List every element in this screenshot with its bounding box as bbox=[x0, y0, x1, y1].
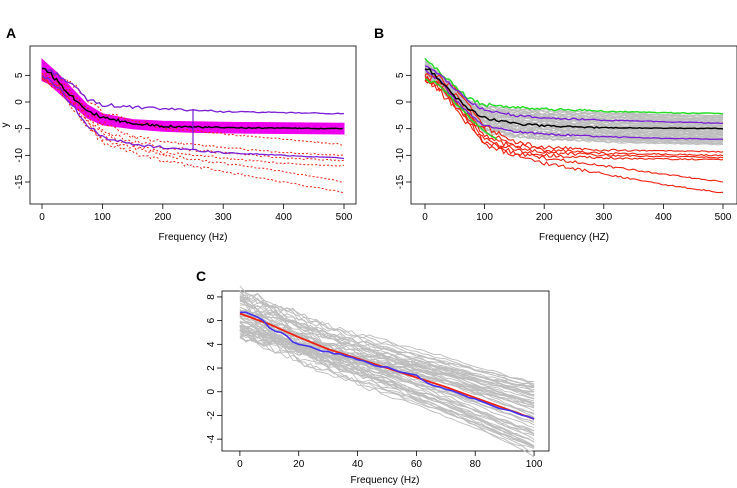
x-tick-label: 40 bbox=[352, 459, 364, 470]
gray-curve bbox=[239, 296, 535, 400]
y-tick-label: 8 bbox=[206, 294, 217, 300]
x-tick-label: 400 bbox=[655, 212, 672, 223]
green-envelope bbox=[424, 57, 724, 115]
y-tick-label: 2 bbox=[206, 365, 217, 371]
y-tick-label: 5 bbox=[395, 72, 406, 78]
gray-curve bbox=[239, 308, 535, 428]
gray-curve bbox=[239, 329, 535, 453]
y-tick-label: 4 bbox=[206, 341, 217, 347]
y-tick-label: -10 bbox=[395, 148, 406, 163]
median-curve bbox=[424, 68, 724, 130]
outlier-curve bbox=[41, 75, 345, 157]
outlier-curve bbox=[41, 76, 345, 194]
panel-a-axes: 0 100 200 300 400 500 5 0 -5 -10 -15 bbox=[14, 72, 353, 223]
panel-c-marks bbox=[239, 285, 535, 458]
gray-curve bbox=[239, 324, 535, 437]
panel-label-b: B bbox=[374, 25, 384, 41]
y-tick-label: 0 bbox=[395, 99, 406, 105]
panel-b-xlabel: Frequency (HZ) bbox=[539, 232, 609, 243]
smooth-fit-curve bbox=[239, 312, 535, 420]
gray-curve bbox=[239, 333, 535, 448]
x-tick-label: 0 bbox=[237, 459, 243, 470]
gray-curve bbox=[424, 69, 724, 137]
gray-curve bbox=[239, 311, 535, 448]
x-tick-label: 0 bbox=[39, 212, 45, 223]
outlier-curve bbox=[424, 72, 724, 153]
panel-a-ylabel: y bbox=[0, 123, 11, 128]
y-tick-label: 0 bbox=[206, 389, 217, 395]
observed-curve bbox=[239, 311, 535, 420]
outlier-curve bbox=[424, 75, 724, 157]
panel-c-frame bbox=[221, 290, 550, 452]
y-tick-label: 5 bbox=[14, 72, 25, 78]
x-tick-label: 60 bbox=[411, 459, 423, 470]
x-tick-label: 0 bbox=[422, 212, 428, 223]
gray-curve bbox=[239, 290, 535, 388]
outlier-curve bbox=[424, 76, 724, 159]
x-tick-label: 20 bbox=[293, 459, 305, 470]
y-tick-label: -5 bbox=[14, 124, 25, 133]
panel-a-marks bbox=[41, 58, 345, 194]
gray-curve bbox=[239, 300, 535, 440]
gray-curve bbox=[239, 297, 535, 412]
panel-b-frame bbox=[410, 45, 737, 205]
gray-curve bbox=[239, 334, 535, 447]
gray-curve bbox=[424, 71, 724, 140]
fence-curve bbox=[424, 68, 724, 141]
x-tick-label: 200 bbox=[536, 212, 553, 223]
fence-curve bbox=[424, 65, 724, 125]
outlier-curve bbox=[41, 78, 345, 183]
y-tick-label: -15 bbox=[395, 174, 406, 189]
y-tick-label: -4 bbox=[206, 434, 217, 443]
x-tick-label: 500 bbox=[336, 212, 353, 223]
y-tick-label: -2 bbox=[206, 411, 217, 420]
panel-b-marks bbox=[424, 57, 724, 194]
y-tick-label: -5 bbox=[395, 124, 406, 133]
panel-c-xlabel: Frequency (Hz) bbox=[351, 475, 420, 486]
panel-a-frame bbox=[29, 45, 357, 205]
outlier-curve bbox=[424, 75, 724, 161]
x-tick-label: 100 bbox=[526, 459, 543, 470]
panel-label-a: A bbox=[6, 25, 16, 41]
gray-curve bbox=[239, 293, 535, 385]
y-tick-label: 0 bbox=[14, 99, 25, 105]
outlier-curve bbox=[424, 79, 724, 194]
x-tick-label: 500 bbox=[715, 212, 732, 223]
panel-a-xlabel: Frequency (Hz) bbox=[159, 232, 228, 243]
outlier-curve bbox=[41, 72, 345, 146]
x-tick-label: 80 bbox=[470, 459, 482, 470]
x-tick-label: 400 bbox=[275, 212, 292, 223]
outlier-curve bbox=[41, 74, 344, 167]
gray-curve bbox=[239, 327, 535, 432]
panel-b-plot: 0 100 200 300 400 500 5 0 -5 -10 -15 Frequency (HZ… bbox=[395, 45, 737, 243]
x-tick-label: 300 bbox=[595, 212, 612, 223]
green-envelope bbox=[424, 78, 497, 140]
x-tick-label: 300 bbox=[215, 212, 232, 223]
panel-b-axes: 0 100 200 300 400 500 5 0 -5 -10 -15 bbox=[395, 72, 732, 223]
gray-curve bbox=[239, 290, 535, 397]
panel-a-plot: 0 100 200 300 400 500 5 0 -5 -10 -15 Frequency (Hz… bbox=[0, 45, 357, 243]
y-tick-label: 6 bbox=[206, 317, 217, 323]
gray-curve bbox=[239, 336, 535, 443]
x-tick-label: 100 bbox=[94, 212, 111, 223]
x-tick-label: 200 bbox=[154, 212, 171, 223]
gray-curve bbox=[239, 298, 535, 458]
x-tick-label: 100 bbox=[476, 212, 493, 223]
panel-label-c: C bbox=[196, 268, 206, 284]
y-tick-label: -10 bbox=[14, 148, 25, 163]
y-tick-label: -15 bbox=[14, 174, 25, 189]
gray-curve bbox=[239, 325, 535, 435]
